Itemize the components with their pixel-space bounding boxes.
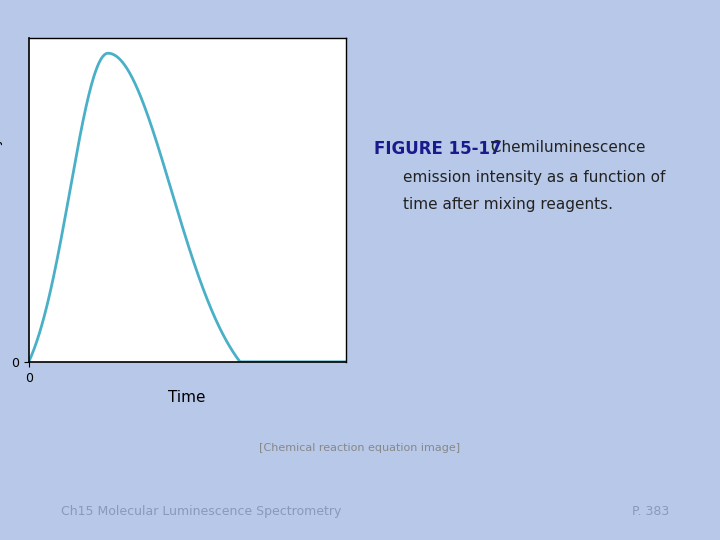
X-axis label: Time: Time xyxy=(168,390,206,405)
Text: FIGURE 15-17: FIGURE 15-17 xyxy=(374,140,502,158)
Y-axis label: Emission intensity: Emission intensity xyxy=(0,137,3,263)
Text: Ch15 Molecular Luminescence Spectrometry: Ch15 Molecular Luminescence Spectrometry xyxy=(61,505,342,518)
Text: [Chemical reaction equation image]: [Chemical reaction equation image] xyxy=(259,443,461,453)
Text: Chemiluminescence: Chemiluminescence xyxy=(486,140,646,156)
Text: emission intensity as a function of: emission intensity as a function of xyxy=(403,170,665,185)
Text: P. 383: P. 383 xyxy=(632,505,670,518)
Text: time after mixing reagents.: time after mixing reagents. xyxy=(403,197,613,212)
